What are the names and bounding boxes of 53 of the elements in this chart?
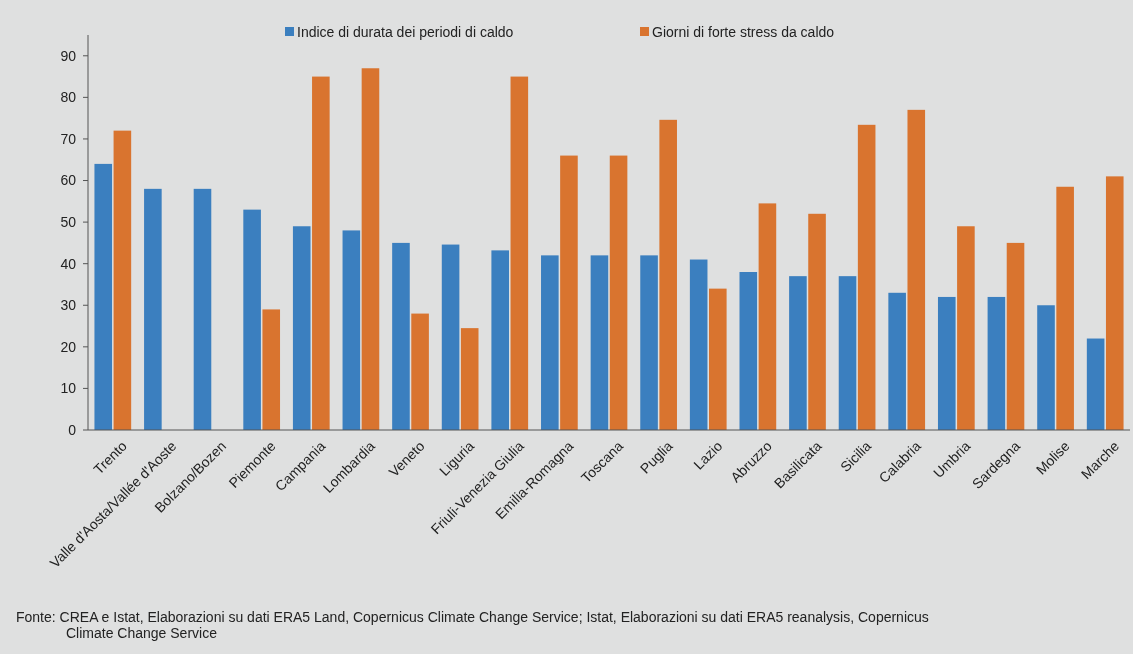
bar bbox=[361, 68, 380, 430]
bar bbox=[789, 276, 807, 430]
bar bbox=[609, 155, 628, 430]
bar bbox=[460, 328, 479, 430]
bar bbox=[262, 309, 281, 430]
bar bbox=[1056, 186, 1074, 430]
legend-label: Indice di durata dei periodi di caldo bbox=[297, 23, 514, 40]
y-tick-label: 50 bbox=[60, 214, 77, 231]
source-note: Fonte: CREA e Istat, Elaborazioni su dati ERA5 Land, Copernicus Climate Change Service; Istat, Elaborazioni su dati ERA5 reanalysis, Copernicus Climate Change Service bbox=[16, 609, 929, 641]
bar bbox=[937, 296, 956, 430]
bar bbox=[987, 296, 1006, 430]
legend-label: Giorni di forte stress da caldo bbox=[652, 23, 835, 40]
y-tick-label: 90 bbox=[60, 47, 77, 64]
bar bbox=[1086, 338, 1105, 430]
bar bbox=[342, 230, 361, 430]
bar bbox=[292, 226, 311, 430]
bar bbox=[907, 109, 926, 430]
bar bbox=[957, 226, 975, 430]
bar bbox=[739, 272, 758, 430]
bar bbox=[243, 209, 261, 430]
bar bbox=[1105, 176, 1124, 430]
bar bbox=[193, 188, 212, 430]
bar bbox=[640, 255, 658, 430]
bar bbox=[411, 313, 429, 430]
bar bbox=[709, 288, 727, 430]
y-tick-label: 0 bbox=[68, 421, 77, 438]
y-tick-label: 30 bbox=[60, 297, 77, 314]
bar bbox=[560, 155, 578, 430]
bar bbox=[808, 213, 826, 430]
y-tick-label: 60 bbox=[60, 172, 77, 189]
bar bbox=[857, 124, 876, 430]
bar bbox=[888, 292, 906, 430]
y-tick-label: 80 bbox=[60, 89, 77, 106]
bar bbox=[838, 276, 857, 430]
bar bbox=[441, 244, 460, 430]
bar bbox=[510, 76, 529, 430]
y-tick-label: 40 bbox=[60, 255, 77, 272]
bar bbox=[113, 130, 132, 430]
bar bbox=[541, 255, 559, 430]
bar bbox=[94, 163, 113, 430]
bar bbox=[659, 119, 677, 430]
y-tick-label: 10 bbox=[60, 380, 77, 397]
bar bbox=[491, 250, 509, 430]
bar bbox=[689, 259, 708, 430]
bar bbox=[144, 188, 162, 430]
bar bbox=[312, 76, 330, 430]
bar bbox=[590, 255, 609, 430]
y-tick-label: 70 bbox=[60, 130, 77, 147]
bar bbox=[1006, 242, 1025, 430]
bar bbox=[392, 242, 410, 430]
bar bbox=[758, 203, 777, 430]
bar bbox=[1037, 305, 1055, 430]
y-tick-label: 20 bbox=[60, 338, 77, 355]
